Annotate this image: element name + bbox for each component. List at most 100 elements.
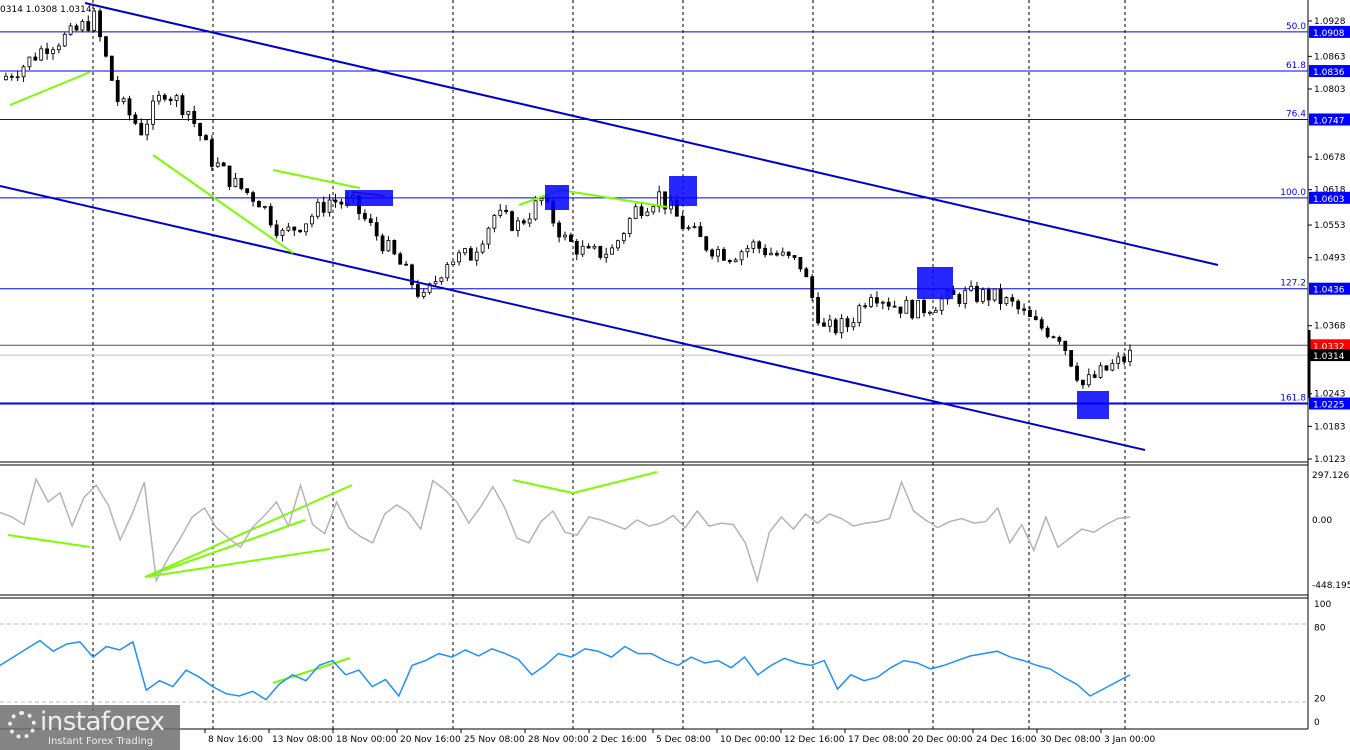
candle-body: [992, 288, 997, 301]
candle-body: [245, 188, 250, 194]
candle-body: [710, 249, 715, 257]
candle-body: [1063, 340, 1068, 351]
candle-body: [857, 305, 862, 323]
fib-price-tag: [1309, 397, 1350, 410]
candle-body: [204, 135, 208, 141]
candle-body: [980, 289, 985, 302]
candle-body: [933, 309, 938, 313]
price-tick-label: 1.0863: [1314, 52, 1346, 62]
signal-boxes: [345, 176, 1109, 419]
candle-body: [504, 209, 509, 213]
candle-body: [927, 311, 932, 314]
price-tick-label: 1.0368: [1314, 322, 1346, 332]
fibonacci-levels[interactable]: 50.0 61.8 76.4 100.0 127.2 161.8: [0, 22, 1308, 405]
divergence-line: [272, 169, 361, 189]
candle-body: [733, 259, 738, 263]
divergence-line: [9, 71, 91, 106]
time-tick-label: 12 Dec 16:00: [784, 735, 845, 745]
candle-body: [886, 301, 891, 307]
fib-price-tag: [1309, 65, 1350, 78]
candle-body: [174, 95, 179, 101]
candle-body: [680, 215, 685, 230]
candle-body: [568, 234, 573, 242]
candle-body: [139, 122, 144, 136]
price-tick-label: 1.0553: [1314, 221, 1346, 231]
channel-lower-line[interactable]: [0, 185, 1146, 451]
candle-body: [304, 223, 308, 233]
candle-body: [86, 21, 91, 31]
cci-tick-label: 0.00: [1312, 516, 1332, 526]
time-tick-label: 28 Nov 00:00: [528, 735, 589, 745]
candle-body: [969, 285, 973, 291]
candle-body: [1098, 365, 1103, 378]
rsi-tick-label: 100: [1314, 600, 1331, 610]
candle-body: [1004, 297, 1009, 305]
candle-body: [498, 209, 503, 216]
candle-body: [145, 123, 150, 136]
logo-brand: instaforex: [40, 707, 165, 737]
indicator-axes: 297.1261 0.00 -448.195 100 80 20 0: [1312, 471, 1350, 728]
fib-level-label: 61.8: [1286, 61, 1306, 71]
candle-body: [845, 318, 850, 328]
fib-price-tag: [1309, 282, 1350, 295]
ask-price-tag: [1309, 339, 1350, 352]
fib-price-text: 1.0603: [1313, 195, 1345, 205]
candle-body: [698, 226, 703, 238]
candle-body: [45, 48, 49, 54]
candle-body: [451, 261, 456, 266]
candle-body: [645, 211, 650, 217]
divergence-line: [7, 534, 91, 548]
fib-price-text: 1.0225: [1313, 401, 1345, 411]
time-tick-label: 2 Dec 16:00: [592, 735, 647, 745]
fib-price-text: 1.0747: [1313, 116, 1345, 126]
candle-body: [963, 289, 968, 304]
instaforex-logo: instaforex Instant Forex Trading: [0, 705, 180, 750]
candle-body: [863, 305, 868, 308]
candle-body: [180, 95, 185, 115]
time-tick-label: 18 Nov 00:00: [336, 735, 397, 745]
candle-body: [109, 55, 114, 81]
time-tick-label: 13 Nov 08:00: [272, 735, 333, 745]
rsi-tick-label: 20: [1314, 694, 1326, 704]
time-axis: 8 Nov 16:00 13 Nov 08:00 18 Nov 00:00 20 No…: [204, 729, 1156, 745]
candle-body: [21, 66, 26, 78]
candle-body: [1010, 297, 1015, 302]
channel-upper-line[interactable]: [84, 2, 1219, 266]
candle-body: [415, 284, 420, 297]
divergence-line: [272, 657, 351, 684]
candle-body: [1039, 319, 1044, 329]
time-tick-label: 3 Jan 00:00: [1104, 735, 1156, 745]
candle-body: [480, 243, 485, 253]
fib-level-label: 50.0: [1286, 22, 1306, 32]
candle-body: [651, 206, 656, 213]
price-tick-label: 1.0243: [1314, 390, 1346, 400]
bid-price-tag: [1309, 349, 1350, 362]
candle-body: [392, 240, 397, 255]
candle-body: [892, 305, 897, 308]
candle-body: [362, 213, 367, 220]
cci-tick-label: 297.1261: [1312, 471, 1350, 481]
candle-body: [404, 263, 408, 266]
time-tick-label: 30 Dec 08:00: [1040, 735, 1101, 745]
candle-body: [133, 114, 138, 124]
candle-body: [898, 306, 903, 314]
candle-body: [621, 233, 626, 242]
candle-body: [610, 247, 614, 255]
signal-box: [1077, 391, 1109, 419]
divergence-line: [144, 484, 353, 578]
candle-body: [315, 201, 320, 217]
candle-body: [468, 248, 473, 261]
candle-body: [798, 257, 803, 270]
candle-body: [639, 206, 644, 217]
candle-body: [127, 98, 132, 116]
fib-price-text: 1.0908: [1313, 29, 1345, 39]
fib-price-tag: [1309, 25, 1350, 38]
candle-body: [704, 236, 709, 251]
candle-body: [563, 234, 567, 238]
price-tick-label: 1.0618: [1314, 186, 1346, 196]
price-tick-label: 1.0678: [1314, 153, 1346, 163]
candle-body: [810, 276, 815, 298]
fib-level-label: 76.4: [1286, 109, 1306, 119]
candle-body: [533, 200, 538, 220]
